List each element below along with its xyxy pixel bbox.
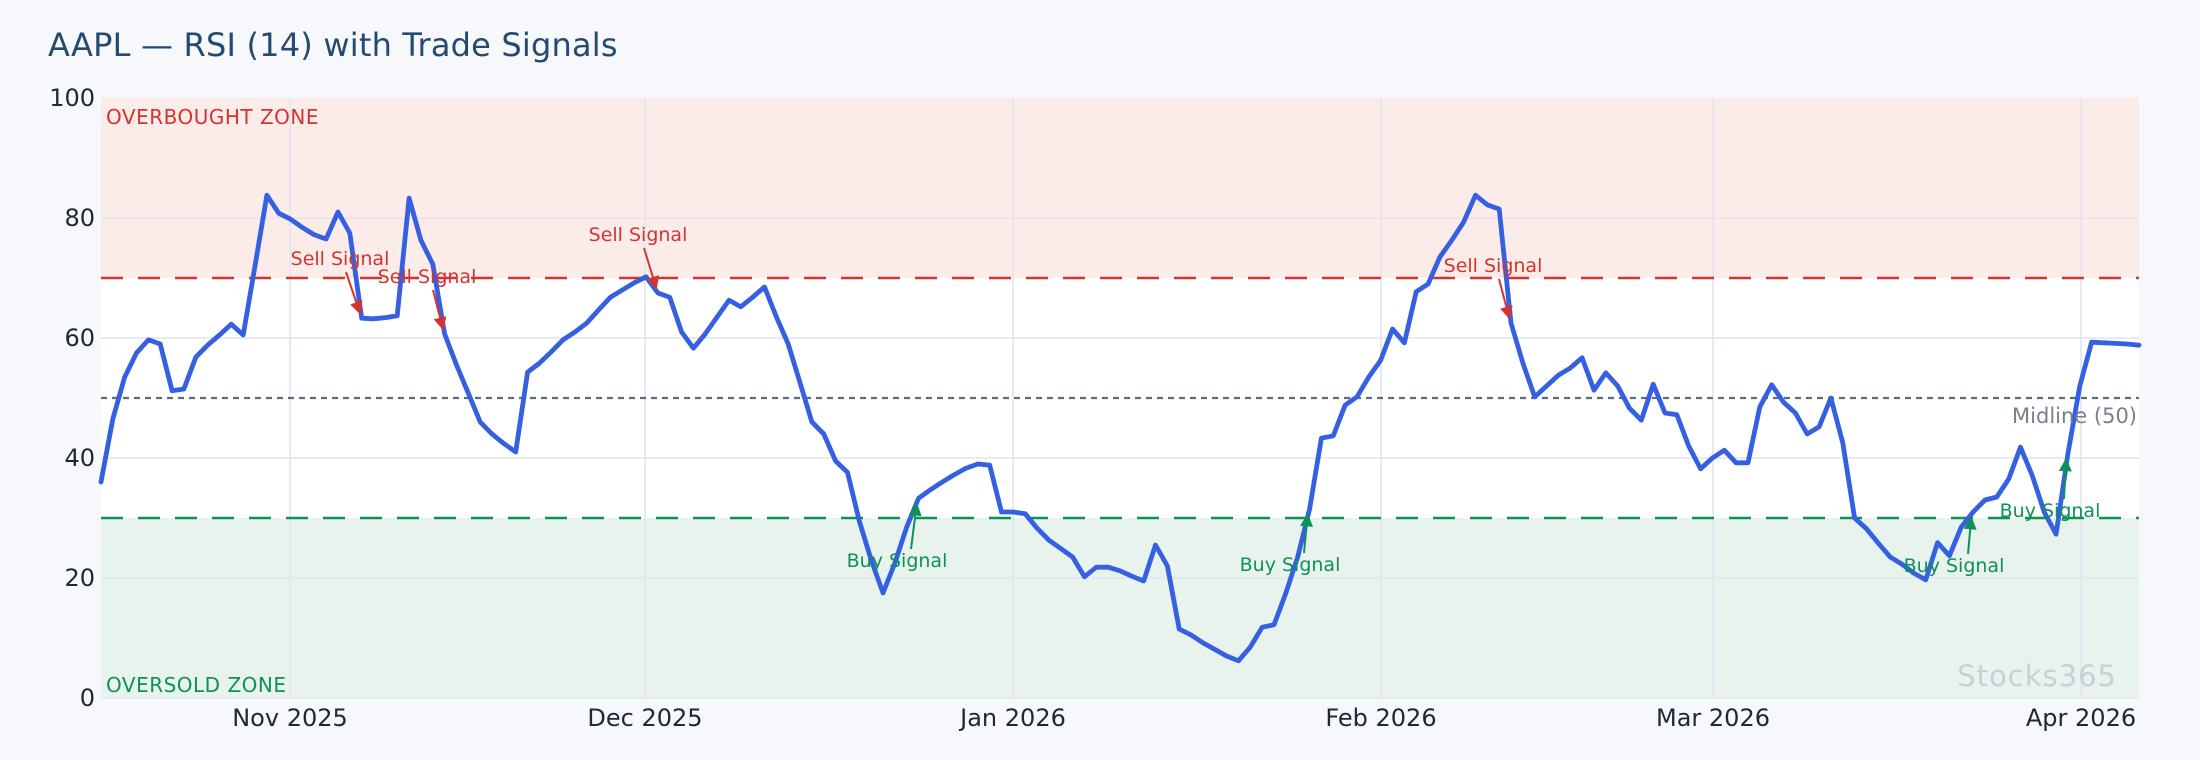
overbought-zone-label: OVERBOUGHT ZONE xyxy=(106,105,320,129)
x-tick-label: Nov 2025 xyxy=(232,704,348,732)
buy-arrow xyxy=(2058,458,2072,500)
x-tick-label: Feb 2026 xyxy=(1325,704,1437,732)
sell-arrow xyxy=(643,247,660,290)
x-tick-label: Jan 2026 xyxy=(960,704,1066,732)
buy-signal-label: Buy Signal xyxy=(1999,500,2101,522)
sell-signal-label: Sell Signal xyxy=(290,248,390,270)
y-tick-label: 40 xyxy=(64,444,95,472)
x-tick-label: Apr 2026 xyxy=(2025,704,2137,732)
sell-signal-label: Sell Signal xyxy=(1443,255,1543,277)
x-tick-label: Dec 2025 xyxy=(587,704,703,732)
overbought-zone xyxy=(101,98,2139,278)
buy-arrow xyxy=(908,502,922,550)
rsi-line xyxy=(98,192,2142,664)
buy-signal-label: Buy Signal xyxy=(1903,555,2005,577)
sell-signal-label: Sell Signal xyxy=(377,266,477,288)
sell-arrow xyxy=(1498,278,1513,320)
sell-arrow xyxy=(432,289,447,331)
y-tick-label: 100 xyxy=(49,84,95,112)
sell-signal-label: Sell Signal xyxy=(588,224,688,246)
sell-arrow xyxy=(345,271,363,315)
y-tick-label: 20 xyxy=(64,564,95,592)
watermark: Stocks365 xyxy=(1957,659,2117,693)
midline-label: Midline (50) xyxy=(2012,404,2137,428)
buy-signal-label: Buy Signal xyxy=(846,550,948,572)
chart-title: AAPL — RSI (14) with Trade Signals xyxy=(48,26,618,64)
y-tick-label: 60 xyxy=(64,324,95,352)
y-tick-label: 80 xyxy=(64,204,95,232)
oversold-zone-label: OVERSOLD ZONE xyxy=(106,673,287,697)
oversold-zone xyxy=(101,518,2139,698)
buy-signal-label: Buy Signal xyxy=(1239,554,1341,576)
buy-arrow xyxy=(1300,513,1314,554)
y-tick-label: 0 xyxy=(79,684,95,712)
buy-arrow xyxy=(1963,516,1977,555)
x-tick-label: Mar 2026 xyxy=(1656,704,1770,732)
